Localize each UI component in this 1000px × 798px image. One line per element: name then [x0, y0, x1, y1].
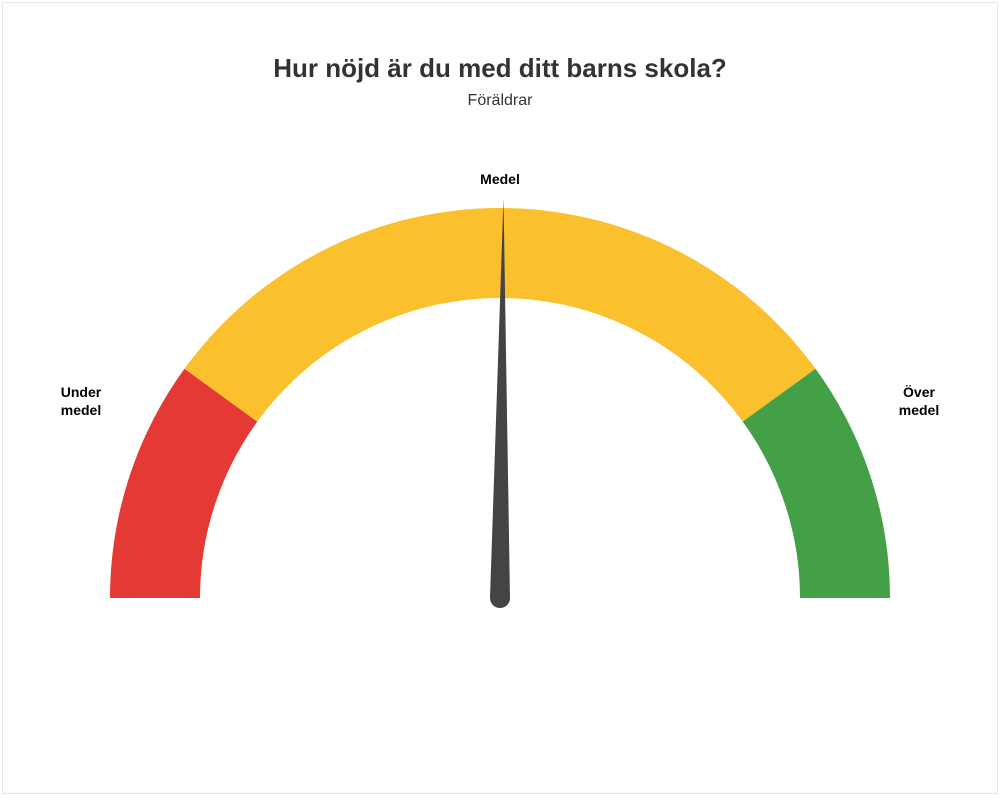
- gauge-label-left: Undermedel: [51, 383, 111, 419]
- gauge-label-center: Medel: [470, 170, 530, 188]
- gauge-label-right: Övermedel: [889, 383, 949, 419]
- gauge-chart: [100, 158, 900, 643]
- gauge-svg: [100, 158, 900, 638]
- gauge-hub: [490, 588, 510, 608]
- chart-title: Hur nöjd är du med ditt barns skola?: [3, 53, 997, 84]
- chart-container: Hur nöjd är du med ditt barns skola? För…: [2, 2, 998, 794]
- chart-subtitle: Föräldrar: [3, 92, 997, 110]
